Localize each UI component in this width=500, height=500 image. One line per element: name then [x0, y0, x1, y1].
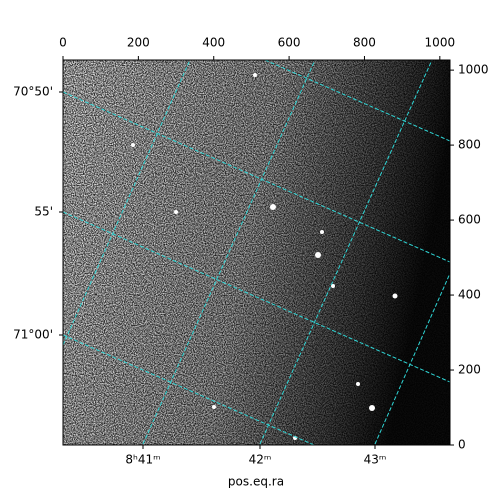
- y-tick-label: 600: [458, 213, 481, 227]
- y-tick-label: 0: [458, 438, 466, 452]
- dec-label: 70°50': [13, 85, 53, 99]
- x-tick-label: 1000: [425, 36, 456, 50]
- y-tick-label: 400: [458, 288, 481, 302]
- x-axis-label: pos.eq.ra: [228, 475, 284, 489]
- y-tick-label: 1000: [458, 63, 489, 77]
- x-tick-label: 0: [59, 36, 67, 50]
- ra-label: 8ʰ41ᵐ: [125, 453, 160, 467]
- dec-label: 71°00': [13, 328, 53, 342]
- y-tick-label: 200: [458, 363, 481, 377]
- ra-label: 42ᵐ: [249, 453, 272, 467]
- x-tick-label: 200: [127, 36, 150, 50]
- sky-image: [63, 60, 450, 445]
- x-tick-label: 400: [202, 36, 225, 50]
- dec-label: 55': [34, 205, 53, 219]
- y-tick-label: 800: [458, 138, 481, 152]
- x-tick-label: 600: [278, 36, 301, 50]
- x-tick-label: 800: [353, 36, 376, 50]
- ra-label: 43ᵐ: [364, 453, 387, 467]
- wcs-grid: [63, 60, 450, 445]
- frame: [62, 59, 451, 446]
